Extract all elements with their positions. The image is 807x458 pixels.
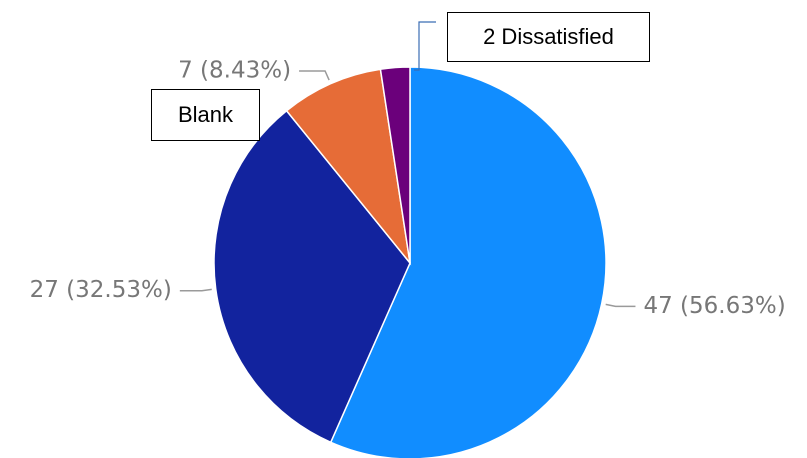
pie-slice-2 bbox=[379, 66, 411, 264]
pie-slice-27 bbox=[213, 109, 411, 444]
pie-slice-7 bbox=[285, 68, 412, 266]
blank-callout-text: Blank bbox=[177, 102, 234, 127]
dissatisfied-callout: 2 Dissatisfied bbox=[447, 12, 650, 62]
pie-slices bbox=[213, 66, 607, 458]
leader-line-7 bbox=[299, 70, 330, 81]
data-labels: 47 (56.63%) 27 (32.53%) 7 (8.43%) bbox=[30, 57, 786, 318]
leader-line-47 bbox=[605, 303, 636, 308]
leader-lines bbox=[179, 21, 636, 308]
data-label-27: 27 (32.53%) bbox=[30, 277, 172, 303]
blank-callout: Blank bbox=[151, 89, 260, 141]
data-label-47: 47 (56.63%) bbox=[643, 293, 785, 319]
dissatisfied-callout-connector bbox=[414, 21, 436, 71]
data-label-7: 7 (8.43%) bbox=[178, 57, 291, 83]
dissatisfied-callout-text: 2 Dissatisfied bbox=[483, 24, 614, 49]
leader-line-27 bbox=[179, 288, 212, 292]
